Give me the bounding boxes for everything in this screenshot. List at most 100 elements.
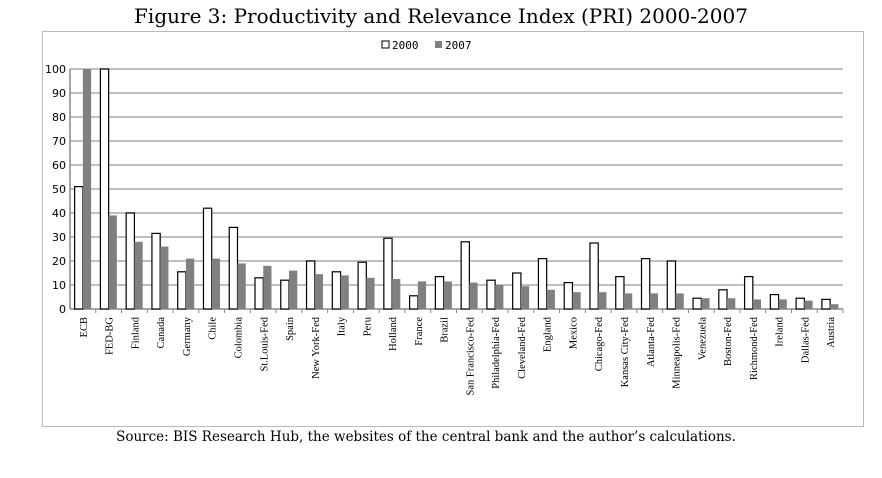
bar-2000: [280, 279, 290, 310]
bar-2000: [537, 258, 548, 310]
bar-2007: [804, 300, 813, 309]
bar-2007: [314, 274, 324, 309]
bar-2007: [211, 258, 220, 309]
bar-2007: [520, 286, 530, 309]
y-tick-label: 40: [52, 207, 66, 220]
bar-2000: [563, 282, 574, 310]
x-tick-label: Minneapolis-Fed: [672, 316, 683, 388]
bar-2007: [598, 292, 607, 309]
bar-2000: [666, 260, 677, 310]
y-tick-label: 10: [52, 279, 66, 292]
bar-2007: [701, 298, 710, 309]
x-tick-label: Colombia: [233, 317, 244, 359]
x-tick-label: Atlanta-Fed: [646, 316, 657, 367]
bar-2007: [752, 299, 762, 309]
y-tick-label: 100: [45, 63, 66, 76]
x-tick-label: San Francisco-Fed: [465, 316, 476, 395]
bar-2000: [743, 276, 754, 310]
bar-2000: [821, 298, 831, 310]
legend-label-2000: 2000: [392, 39, 419, 52]
x-tick-label: Austria: [826, 317, 837, 348]
bar-2007: [108, 215, 117, 309]
bar-2000: [460, 241, 470, 310]
bar-2000: [486, 279, 496, 310]
x-tick-label: Chile: [208, 317, 219, 340]
x-tick-label: Venezuela: [697, 317, 708, 360]
x-tick-label: Germany: [182, 316, 193, 356]
bar-2000: [434, 276, 445, 310]
y-tick-label: 0: [59, 303, 66, 316]
x-tick-label: Brazil: [440, 317, 451, 343]
bar-2000: [202, 207, 213, 310]
y-tick-label: 90: [52, 87, 66, 100]
bar-2000: [512, 272, 522, 310]
bar-2007: [392, 279, 401, 309]
bar-2000: [357, 261, 367, 310]
bar-2007: [546, 289, 555, 309]
legend-label-2007: 2007: [445, 39, 472, 52]
x-tick-label: Boston-Fed: [723, 316, 734, 366]
bar-2000: [99, 68, 110, 310]
y-tick-label: 80: [52, 111, 66, 124]
bar-2000: [615, 276, 625, 310]
bar-2000: [589, 242, 599, 310]
x-tick-label: England: [543, 316, 554, 352]
bar-2000: [383, 237, 393, 310]
bar-2007: [830, 304, 839, 309]
x-tick-label: Peru: [362, 316, 373, 336]
x-tick-label: Richmond-Fed: [749, 316, 760, 380]
bar-2007: [649, 293, 658, 309]
bar-2007: [675, 293, 684, 309]
y-tick-label: 20: [52, 255, 66, 268]
bar-2007: [443, 281, 452, 309]
y-tick-label: 30: [52, 231, 66, 244]
bar-2007: [237, 263, 246, 309]
x-tick-label: Holland: [388, 316, 399, 351]
bar-2007: [366, 277, 375, 309]
bar-2007: [469, 282, 478, 309]
bar-2007: [572, 292, 581, 309]
bar-2000: [177, 271, 187, 310]
bar-2007: [263, 265, 272, 309]
x-tick-label: Dallas-Fed: [800, 316, 811, 363]
x-tick-label: Mexico: [568, 317, 579, 349]
bar-2000: [640, 258, 651, 310]
x-tick-label: Cleveland-Fed: [517, 316, 528, 379]
bar-2007: [160, 246, 169, 309]
x-tick-label: New York-Fed: [311, 316, 322, 379]
bar-2000: [769, 294, 780, 310]
x-tick-label: Finland: [130, 316, 141, 349]
bar-2000: [409, 295, 419, 310]
chart-frame: [42, 31, 864, 427]
legend-swatch-2000: [381, 40, 390, 49]
bar-2007: [134, 241, 143, 309]
bar-2007: [778, 299, 787, 309]
bar-2007: [623, 293, 633, 309]
figure-title: Figure 3: Productivity and Relevance Ind…: [134, 4, 748, 28]
bar-2000: [254, 277, 264, 310]
x-tick-label: Italy: [337, 316, 348, 336]
x-tick-label: Kansas City-Fed: [620, 316, 631, 387]
x-tick-label: FED-BG: [105, 317, 116, 355]
source-note: Source: BIS Research Hub, the websites o…: [116, 429, 736, 445]
legend-swatch-2007: [435, 41, 442, 48]
bar-2000: [718, 289, 728, 310]
x-tick-label: ECB: [79, 317, 90, 337]
bar-2007: [289, 270, 298, 309]
bar-2007: [82, 69, 92, 309]
x-tick-label: St.Louis-Fed: [259, 316, 270, 371]
bar-2000: [692, 297, 702, 310]
x-tick-label: Canada: [156, 317, 167, 349]
bar-2000: [125, 212, 136, 310]
y-tick-label: 50: [52, 183, 66, 196]
x-tick-label: Philadelphia-Fed: [491, 316, 502, 388]
x-tick-label: Spain: [285, 316, 296, 341]
x-tick-label: France: [414, 317, 425, 346]
y-tick-label: 70: [52, 135, 66, 148]
bar-2007: [340, 275, 349, 309]
bar-2007: [495, 285, 504, 309]
bar-2007: [727, 298, 736, 309]
bar-2000: [228, 226, 239, 310]
x-tick-label: Chicago-Fed: [594, 316, 605, 371]
